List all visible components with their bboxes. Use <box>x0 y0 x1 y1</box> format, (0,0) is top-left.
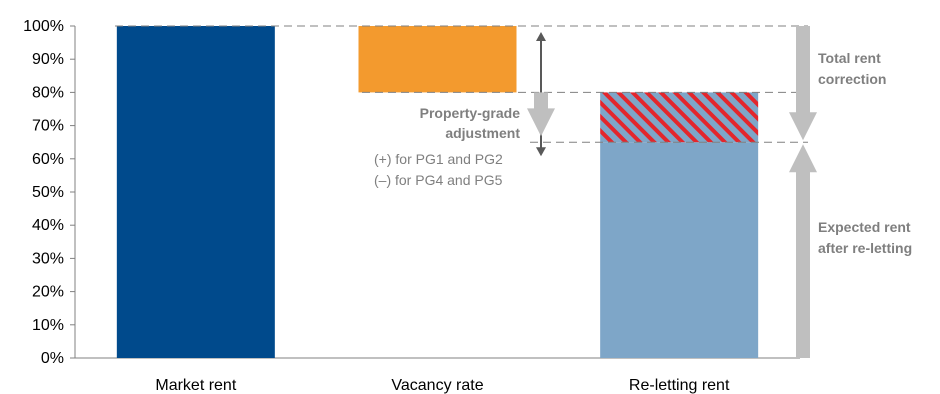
annotation-expected-rent-1: Expected rent <box>818 219 911 235</box>
annotation-expected-rent-2: after re-letting <box>818 240 912 256</box>
y-tick-label: 100% <box>23 18 64 35</box>
x-category-label: Vacancy rate <box>391 377 483 394</box>
y-tick-label: 10% <box>32 317 64 334</box>
y-tick-label: 90% <box>32 51 64 68</box>
bar-re-letting-rent-striped <box>600 92 759 143</box>
annotation-pg-title-1: Property-grade <box>420 105 521 121</box>
x-category-label: Market rent <box>155 377 236 394</box>
bar-market-rent <box>116 26 275 358</box>
y-tick-label: 50% <box>32 184 64 201</box>
y-tick-label: 0% <box>41 350 64 367</box>
x-category-label: Re-letting rent <box>629 377 730 394</box>
gray-arrow-total-correction <box>789 26 817 141</box>
bar-vacancy-rate <box>358 26 517 93</box>
y-tick-label: 30% <box>32 250 64 267</box>
y-tick-label: 40% <box>32 217 64 234</box>
y-tick-label: 80% <box>32 84 64 101</box>
annotation-pg-detail-1: (+) for PG1 and PG2 <box>374 151 503 167</box>
labels-layer: Market rent Vacancy rate Re-letting rent Pr… <box>155 50 912 394</box>
y-tick-label: 60% <box>32 151 64 168</box>
y-tick-label: 70% <box>32 118 64 135</box>
gray-arrow-pg <box>527 92 555 137</box>
annotation-pg-detail-2: (–) for PG4 and PG5 <box>374 172 503 188</box>
annotation-pg-title-2: adjustment <box>445 125 520 141</box>
dark-arrow-down-head <box>536 147 546 157</box>
annotation-total-rent-2: correction <box>818 71 886 87</box>
gray-arrow-expected-rent <box>789 144 817 358</box>
dark-arrow-up-head <box>536 32 546 41</box>
y-tick-label: 20% <box>32 284 64 301</box>
reference-lines <box>115 25 808 143</box>
bars-layer <box>116 26 759 358</box>
annotation-total-rent-1: Total rent <box>818 50 881 66</box>
arrows-layer <box>527 26 817 358</box>
bar-re-letting-rent <box>600 142 759 358</box>
